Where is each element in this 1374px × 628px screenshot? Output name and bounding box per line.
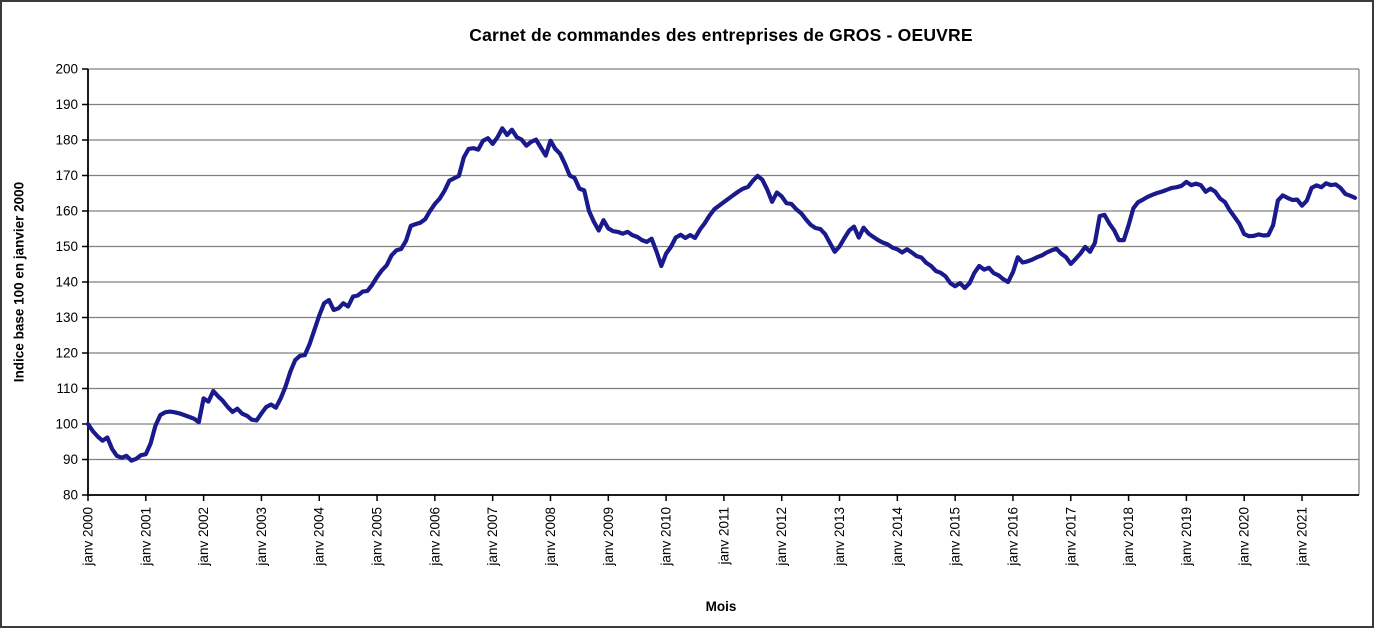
data-line — [85, 126, 1358, 463]
x-tick-label: janv 2014 — [890, 507, 905, 567]
x-tick-label: janv 2002 — [196, 507, 211, 567]
x-tick-label: janv 2008 — [543, 507, 558, 567]
y-tick-label: 80 — [63, 488, 78, 503]
y-tick-label: 100 — [55, 417, 78, 432]
x-tick-label: janv 2003 — [254, 507, 269, 567]
y-tick-label: 170 — [55, 168, 78, 183]
x-tick-label: janv 2020 — [1237, 507, 1252, 567]
x-tick-label: janv 2017 — [1063, 507, 1078, 567]
y-tick-label: 150 — [55, 239, 78, 254]
x-tick-label: janv 2015 — [948, 507, 963, 567]
y-tick-label: 120 — [55, 346, 78, 361]
chart-title: Carnet de commandes des entreprises de G… — [469, 25, 973, 45]
x-tick-label: janv 2013 — [832, 507, 847, 567]
y-tick-label: 160 — [55, 204, 78, 219]
y-tick-label: 130 — [55, 310, 78, 325]
y-tick-label: 180 — [55, 133, 78, 148]
x-tick-label: janv 2001 — [138, 507, 153, 567]
x-tick-label: janv 2004 — [312, 507, 327, 567]
x-tick-label: janv 2010 — [659, 507, 674, 567]
x-tick-label: janv 2019 — [1179, 507, 1194, 567]
x-tick-label: janv 2007 — [485, 507, 500, 567]
y-tick-label: 200 — [55, 62, 78, 77]
y-tick-label: 110 — [56, 381, 78, 396]
x-tick-label: janv 2016 — [1005, 507, 1020, 567]
x-tick-label: janv 2018 — [1121, 507, 1136, 567]
y-tick-label: 90 — [63, 452, 78, 467]
y-tick-label: 140 — [55, 275, 78, 290]
x-axis-title: Mois — [705, 599, 737, 614]
x-tick-label: janv 2021 — [1295, 507, 1310, 567]
x-tick-label: janv 2005 — [370, 507, 385, 567]
x-tick-label: janv 2009 — [601, 507, 616, 567]
x-tick-label: janv 2000 — [81, 507, 96, 567]
x-tick-label: janv 2006 — [427, 507, 442, 567]
x-tick-label: janv 2011 — [716, 507, 731, 566]
y-tick-label: 190 — [55, 97, 78, 112]
x-tick-label: janv 2012 — [774, 507, 789, 567]
